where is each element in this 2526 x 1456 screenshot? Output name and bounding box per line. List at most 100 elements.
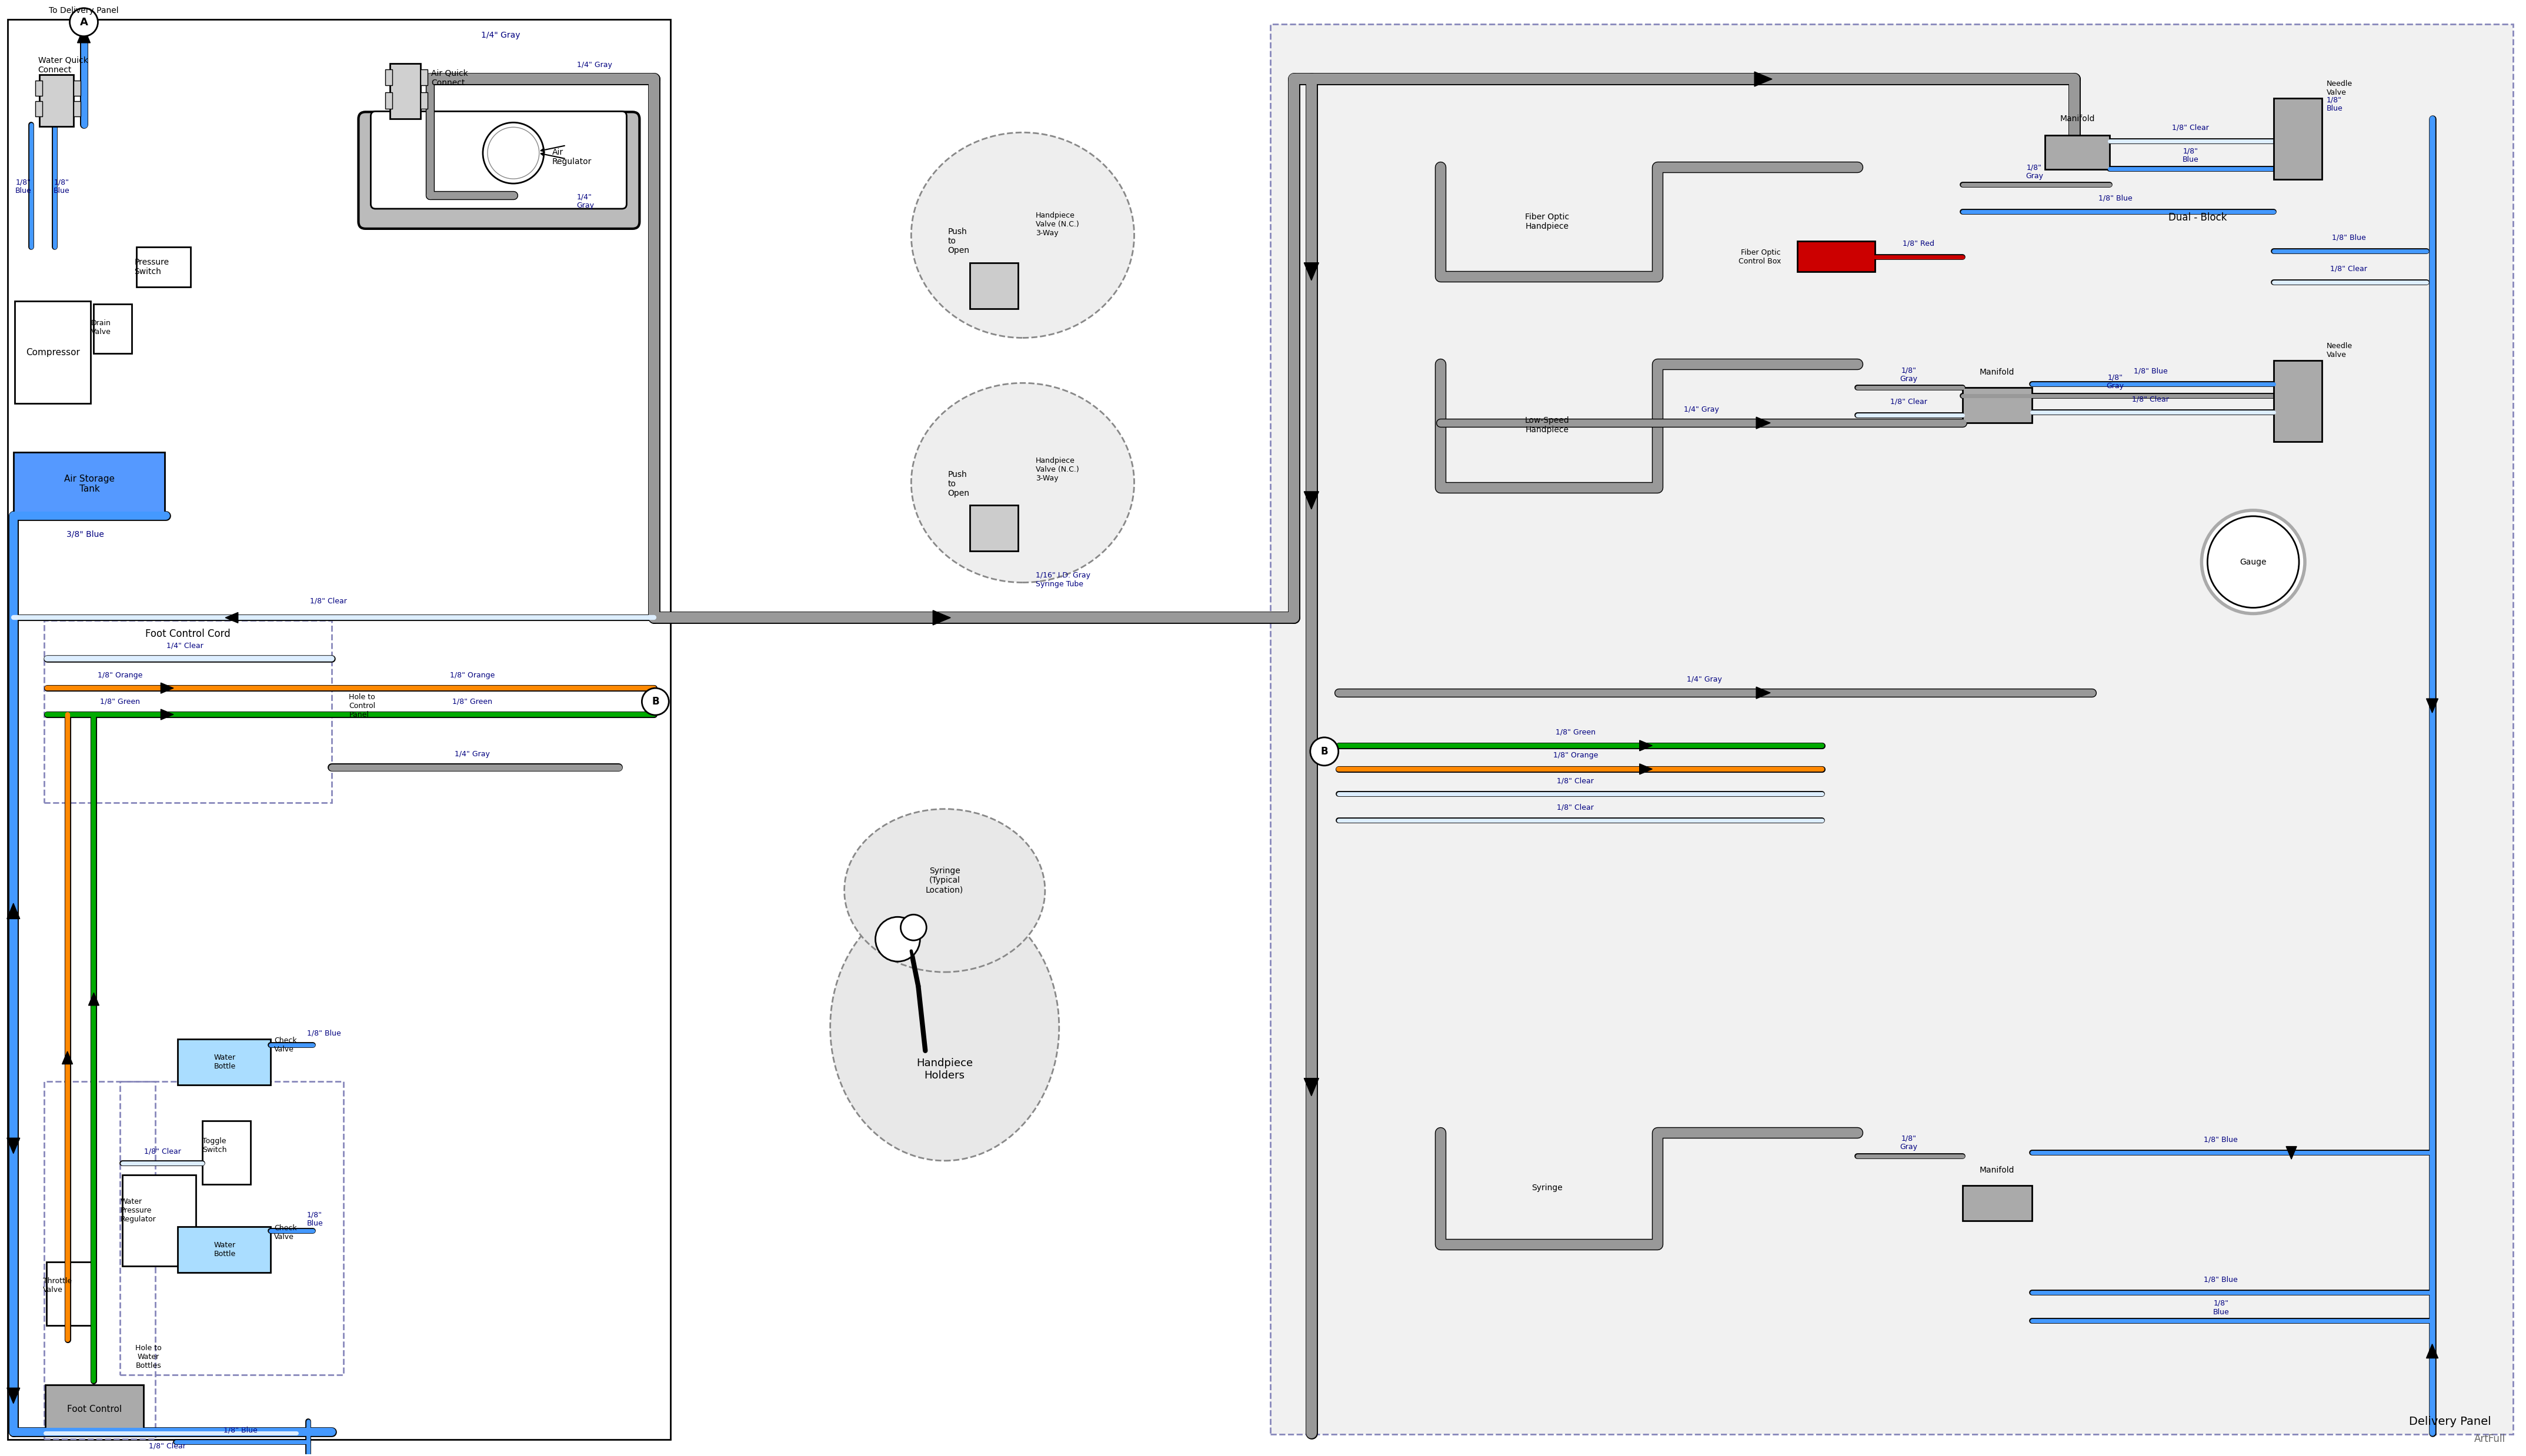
Text: 1/4"
Gray: 1/4" Gray — [576, 192, 594, 210]
Circle shape — [482, 122, 543, 183]
Circle shape — [877, 917, 919, 961]
Text: Water Quick
Connect: Water Quick Connect — [38, 57, 88, 74]
Bar — [1963, 387, 2031, 422]
Ellipse shape — [912, 383, 1134, 582]
Text: Push
to
Open: Push to Open — [947, 470, 970, 498]
Text: Air Quick
Connect: Air Quick Connect — [432, 68, 467, 87]
Text: 1/4" Gray: 1/4" Gray — [1685, 406, 1720, 414]
Polygon shape — [1639, 740, 1652, 751]
Bar — [422, 68, 427, 86]
Circle shape — [902, 914, 927, 941]
Text: 1/8"
Gray: 1/8" Gray — [2026, 163, 2044, 181]
Polygon shape — [2286, 1146, 2296, 1159]
Text: Air Storage
Tank: Air Storage Tank — [63, 475, 116, 494]
Bar — [43, 620, 331, 802]
Text: 1/8" Clear: 1/8" Clear — [1556, 778, 1594, 785]
Bar — [35, 102, 43, 116]
Ellipse shape — [912, 132, 1134, 338]
Circle shape — [488, 127, 538, 179]
Polygon shape — [8, 1388, 20, 1404]
Text: 1/8"
Blue: 1/8" Blue — [53, 178, 71, 195]
Text: 1/8" Green: 1/8" Green — [452, 697, 493, 705]
Polygon shape — [2427, 699, 2438, 713]
Text: Syringe
(Typical
Location): Syringe (Typical Location) — [925, 866, 962, 894]
Text: 1/8" Clear: 1/8" Clear — [144, 1147, 182, 1156]
Polygon shape — [1303, 262, 1319, 281]
Text: Handpiece
Valve (N.C.)
3-Way: Handpiece Valve (N.C.) 3-Way — [1036, 457, 1079, 482]
Bar — [177, 1227, 270, 1273]
Text: ArtFull: ArtFull — [2475, 1434, 2506, 1444]
Text: Delivery Panel: Delivery Panel — [2410, 1415, 2491, 1427]
Bar — [124, 1175, 197, 1267]
Text: Needle
Valve: Needle Valve — [2326, 342, 2352, 360]
Text: Compressor: Compressor — [25, 348, 81, 357]
Polygon shape — [1756, 71, 1773, 86]
Text: Fiber Optic
Handpiece: Fiber Optic Handpiece — [1526, 213, 1569, 230]
Bar — [93, 304, 131, 354]
Text: B: B — [1321, 745, 1329, 757]
Circle shape — [2203, 510, 2304, 613]
Text: 1/8" Clear: 1/8" Clear — [2172, 124, 2208, 131]
Bar — [45, 1262, 93, 1325]
Text: To Delivery Panel: To Delivery Panel — [48, 6, 119, 15]
Bar — [15, 301, 91, 403]
Text: Check
Valve: Check Valve — [273, 1037, 296, 1053]
Text: 1/8"
Gray: 1/8" Gray — [1900, 1134, 1917, 1152]
Text: Water
Bottle: Water Bottle — [215, 1054, 235, 1070]
Bar — [1271, 23, 2513, 1434]
Circle shape — [1311, 737, 1339, 766]
Bar — [8, 19, 669, 1440]
Polygon shape — [63, 1051, 73, 1064]
Text: Toggle
Switch: Toggle Switch — [202, 1137, 227, 1155]
Text: Handpiece
Holders: Handpiece Holders — [917, 1059, 973, 1080]
Circle shape — [642, 689, 669, 715]
Bar — [73, 102, 81, 116]
Bar — [13, 453, 164, 515]
Text: 1/8" Green: 1/8" Green — [1556, 728, 1596, 735]
Polygon shape — [8, 1139, 20, 1153]
Text: Water
Bottle: Water Bottle — [215, 1242, 235, 1258]
Polygon shape — [162, 683, 174, 693]
Text: Pressure
Switch: Pressure Switch — [134, 258, 169, 275]
Text: 1/8" Blue: 1/8" Blue — [2205, 1275, 2238, 1283]
Bar — [2046, 135, 2109, 169]
Text: 1/8" Clear: 1/8" Clear — [1889, 397, 1927, 406]
Ellipse shape — [831, 894, 1058, 1160]
Text: Needle
Valve: Needle Valve — [2326, 80, 2352, 96]
Text: A: A — [81, 17, 88, 28]
Bar — [1799, 242, 1874, 271]
Ellipse shape — [844, 810, 1046, 973]
Bar — [1963, 1185, 2031, 1220]
Text: 1/8" Clear: 1/8" Clear — [149, 1443, 184, 1450]
Text: 1/8" Blue: 1/8" Blue — [2205, 1136, 2238, 1144]
Text: Drain
Valve: Drain Valve — [91, 319, 111, 335]
Text: Fiber Optic
Control Box: Fiber Optic Control Box — [1738, 249, 1781, 265]
Bar — [386, 93, 392, 109]
Text: 1/8" Blue: 1/8" Blue — [2099, 194, 2132, 202]
Text: 1/8" Blue: 1/8" Blue — [306, 1029, 341, 1037]
Text: 1/8" Orange: 1/8" Orange — [99, 671, 141, 678]
Text: 1/8" Clear: 1/8" Clear — [2331, 265, 2367, 272]
Bar — [121, 1082, 344, 1374]
Polygon shape — [1756, 416, 1771, 428]
Text: Push
to
Open: Push to Open — [947, 227, 970, 255]
Text: Foot Control: Foot Control — [68, 1405, 121, 1414]
Polygon shape — [2427, 1344, 2438, 1358]
Text: 1/8" Orange: 1/8" Orange — [1553, 751, 1599, 760]
Text: B: B — [652, 696, 659, 708]
Text: Gauge: Gauge — [2241, 558, 2266, 566]
Text: 1/4" Clear: 1/4" Clear — [167, 642, 202, 649]
Text: Syringe: Syringe — [1531, 1184, 1564, 1192]
Text: Handpiece
Valve (N.C.)
3-Way: Handpiece Valve (N.C.) 3-Way — [1036, 213, 1079, 237]
FancyBboxPatch shape — [359, 112, 639, 229]
Text: Hole to
Control
Panel: Hole to Control Panel — [349, 693, 376, 718]
Polygon shape — [1756, 687, 1771, 699]
Bar — [970, 262, 1018, 309]
Bar — [73, 82, 81, 96]
Bar — [202, 1121, 250, 1185]
Polygon shape — [8, 903, 20, 919]
Text: 1/8"
Blue: 1/8" Blue — [2213, 1299, 2228, 1316]
Polygon shape — [932, 610, 950, 625]
Text: Air
Regulator: Air Regulator — [553, 149, 591, 166]
Text: Water
Pressure
Regulator: Water Pressure Regulator — [121, 1198, 157, 1223]
